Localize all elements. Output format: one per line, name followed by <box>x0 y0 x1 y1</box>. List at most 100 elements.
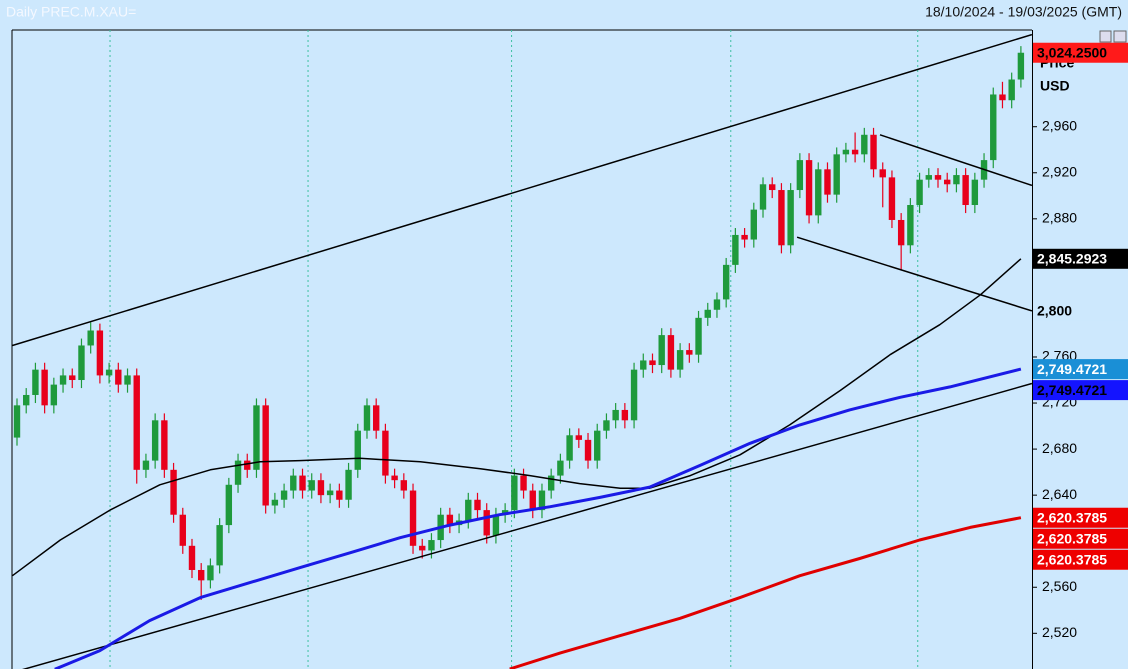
candle-body <box>861 134 868 155</box>
overlay-line <box>509 516 1022 669</box>
candle-body <box>133 375 140 470</box>
candle-body <box>1008 79 1015 101</box>
candle-body <box>741 234 748 240</box>
y-tick-label: 2,520 <box>1042 624 1077 640</box>
candle-body <box>483 510 490 536</box>
price-label-box <box>1033 528 1128 549</box>
candle-body <box>1017 52 1025 80</box>
overlay-line <box>12 33 1032 347</box>
candle-body <box>188 545 196 570</box>
candle-body <box>78 345 85 381</box>
candle-body <box>336 490 343 500</box>
price-label: 2,620.3785 <box>1037 551 1107 567</box>
candle-body <box>290 475 297 491</box>
candle-body <box>640 360 647 370</box>
candle-body <box>372 405 380 431</box>
chart-title: Daily PREC.M.XAU= <box>6 4 136 20</box>
candle-body <box>253 405 260 470</box>
candle-body <box>916 179 923 206</box>
candle-body <box>142 460 150 470</box>
candle-body <box>69 375 76 381</box>
candle-body <box>944 179 951 185</box>
window-button[interactable] <box>1099 30 1112 43</box>
candles <box>13 46 1025 600</box>
candle-body <box>704 309 711 318</box>
candle-body <box>584 439 592 461</box>
price-label-box <box>1033 507 1128 528</box>
candle-body <box>787 190 794 246</box>
candle-body <box>308 480 315 491</box>
candle-body <box>225 484 233 526</box>
candle-body <box>815 169 822 216</box>
y-tick-label: 2,920 <box>1042 163 1077 179</box>
price-label-box <box>1033 380 1128 401</box>
price-label-box <box>1033 359 1128 380</box>
candle-body <box>953 175 960 185</box>
candle-body <box>769 184 776 191</box>
candle-body <box>888 177 896 220</box>
candle-body <box>428 540 435 551</box>
candle-body <box>630 369 638 421</box>
candle-body <box>363 405 371 431</box>
candle-body <box>13 405 21 438</box>
candle-body <box>603 420 610 431</box>
candle-body <box>446 514 454 526</box>
candle-body <box>759 184 767 210</box>
candle-body <box>391 475 398 481</box>
candle-body <box>529 490 536 511</box>
candle-body <box>32 369 39 395</box>
candle-body <box>557 460 564 476</box>
price-label-box <box>1033 549 1128 570</box>
candle-body <box>23 394 30 406</box>
candle-body <box>170 469 177 515</box>
price-label: 3,024.2500 <box>1037 44 1107 60</box>
y-tick-label: 2,960 <box>1042 117 1077 133</box>
candle-body <box>667 335 675 370</box>
candle-body <box>262 405 269 506</box>
candle-body <box>317 480 325 496</box>
candle-body <box>805 160 813 216</box>
candle-body <box>50 384 58 406</box>
candle-body <box>492 514 500 536</box>
candle-body <box>59 375 67 385</box>
overlay-line <box>879 134 1032 187</box>
y-tick-label: 2,680 <box>1042 440 1077 456</box>
overlays <box>12 33 1032 669</box>
candle-body <box>824 169 831 195</box>
candle-body <box>474 499 481 511</box>
candle-body <box>198 569 205 581</box>
candle-body <box>161 420 168 470</box>
candle-body <box>925 175 932 180</box>
date-range: 18/10/2024 - 19/03/2025 (GMT) <box>925 4 1122 20</box>
candle-body <box>842 149 850 155</box>
candle-body <box>732 234 739 265</box>
candle-body <box>962 175 969 206</box>
candle-body <box>594 430 601 461</box>
candle-body <box>382 430 389 476</box>
candle-body <box>271 499 279 506</box>
price-label-box <box>1033 42 1128 63</box>
candle-body <box>207 565 214 581</box>
candle-body <box>851 149 859 155</box>
candle-body <box>345 469 352 500</box>
price-label: 2,800 <box>1037 303 1072 319</box>
candle-body <box>879 169 886 178</box>
candle-body <box>897 219 905 246</box>
candle-body <box>115 369 122 385</box>
candle-body <box>511 475 518 511</box>
candle-body <box>151 420 159 461</box>
candle-body <box>833 154 840 195</box>
candle-body <box>999 94 1006 101</box>
overlay-line <box>12 258 1022 577</box>
price-label: 2,620.3785 <box>1037 509 1107 525</box>
close-button[interactable] <box>1113 30 1127 43</box>
candle-body <box>326 490 334 496</box>
price-label: 2,749.4721 <box>1037 382 1107 398</box>
price-labels: 3,024.2500 2,845.2923 2,800 2,749.4721 2,749… <box>1033 42 1128 570</box>
price-label: 2,749.4721 <box>1037 361 1107 377</box>
candle-body <box>105 369 113 376</box>
candle-body <box>649 360 656 366</box>
candle-body <box>778 190 785 246</box>
